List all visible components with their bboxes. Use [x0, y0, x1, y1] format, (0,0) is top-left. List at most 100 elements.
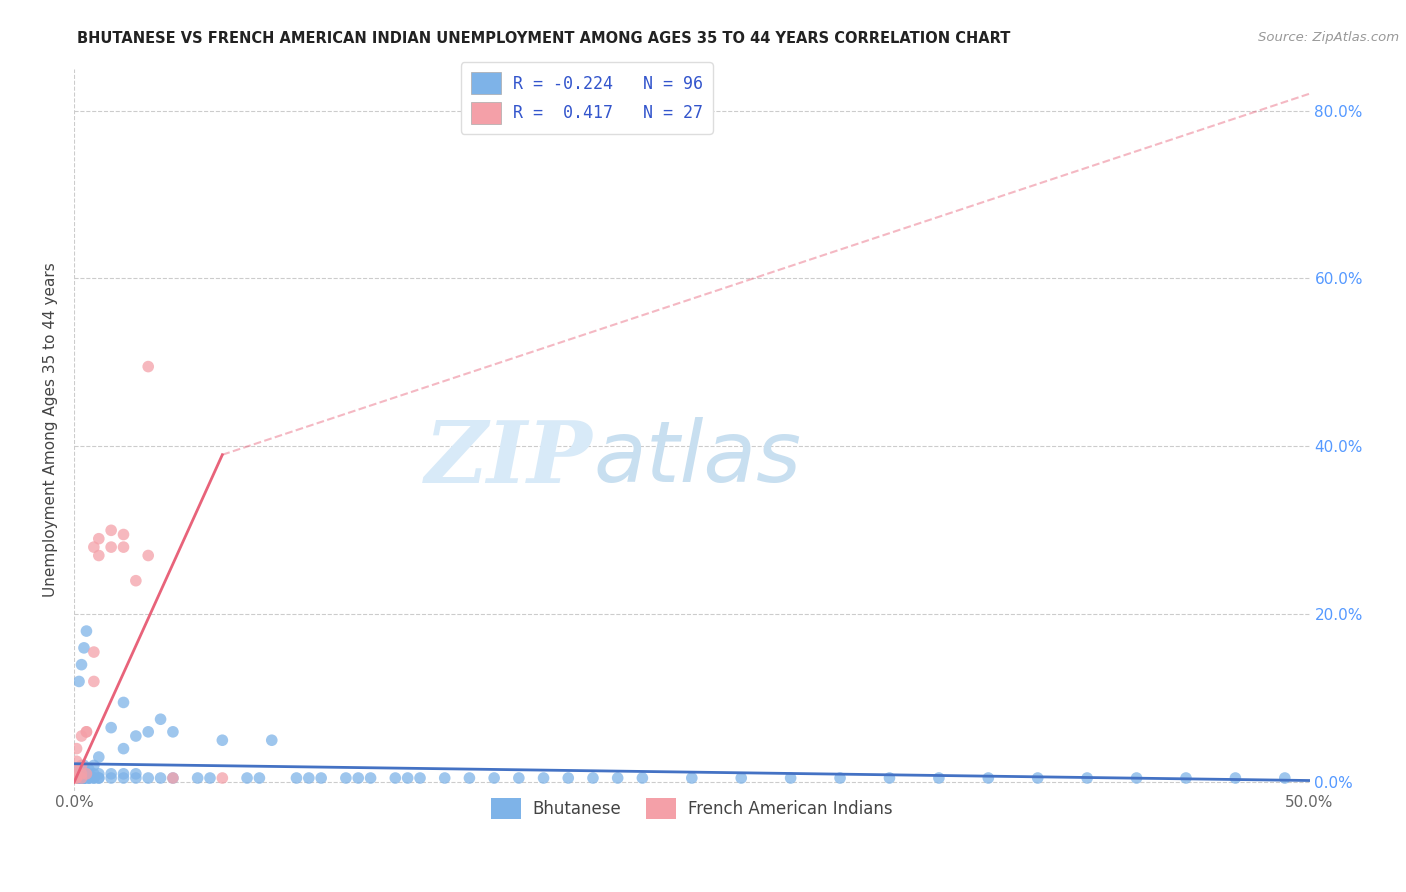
Point: [73, 763, 96, 777]
Point: [73, 771, 96, 785]
Point: [298, 771, 321, 785]
Point: [1076, 771, 1098, 785]
Point: [162, 724, 184, 739]
Point: [112, 771, 135, 785]
Point: [136, 724, 159, 739]
Point: [125, 729, 148, 743]
Point: [187, 771, 209, 785]
Point: [87, 767, 110, 781]
Point: [87, 750, 110, 764]
Point: [730, 771, 752, 785]
Point: [73, 640, 96, 655]
Point: [77, 763, 100, 777]
Point: [70, 758, 93, 772]
Point: [112, 540, 135, 554]
Point: [70, 771, 93, 785]
Point: [681, 771, 703, 785]
Point: [73, 771, 96, 785]
Point: [112, 741, 135, 756]
Point: [779, 771, 801, 785]
Point: [87, 771, 110, 785]
Point: [73, 771, 96, 785]
Point: [533, 771, 555, 785]
Point: [1274, 771, 1296, 785]
Point: [100, 771, 122, 785]
Point: [67, 771, 90, 785]
Point: [73, 767, 96, 781]
Point: [112, 527, 135, 541]
Point: [309, 771, 332, 785]
Point: [87, 532, 110, 546]
Point: [582, 771, 605, 785]
Text: ZIP: ZIP: [425, 417, 593, 500]
Point: [75, 767, 97, 781]
Point: [1125, 771, 1147, 785]
Text: Source: ZipAtlas.com: Source: ZipAtlas.com: [1258, 31, 1399, 45]
Point: [67, 674, 90, 689]
Point: [73, 771, 96, 785]
Text: atlas: atlas: [593, 417, 801, 500]
Point: [198, 771, 221, 785]
Point: [73, 771, 96, 785]
Point: [409, 771, 432, 785]
Point: [100, 767, 122, 781]
Point: [149, 712, 172, 726]
Point: [83, 767, 105, 781]
Point: [77, 771, 100, 785]
Point: [100, 524, 122, 538]
Point: [162, 771, 184, 785]
Point: [482, 771, 505, 785]
Text: BHUTANESE VS FRENCH AMERICAN INDIAN UNEMPLOYMENT AMONG AGES 35 TO 44 YEARS CORRE: BHUTANESE VS FRENCH AMERICAN INDIAN UNEM…: [77, 31, 1011, 46]
Point: [100, 721, 122, 735]
Point: [433, 771, 456, 785]
Point: [65, 771, 87, 785]
Point: [100, 540, 122, 554]
Point: [360, 771, 382, 785]
Point: [87, 771, 110, 785]
Point: [67, 771, 90, 785]
Point: [347, 771, 370, 785]
Point: [211, 771, 233, 785]
Point: [125, 574, 148, 588]
Point: [335, 771, 357, 785]
Point: [70, 657, 93, 672]
Point: [247, 771, 270, 785]
Point: [83, 645, 105, 659]
Point: [977, 771, 1000, 785]
Point: [73, 758, 96, 772]
Point: [211, 733, 233, 747]
Point: [83, 758, 105, 772]
Point: [67, 771, 90, 785]
Point: [67, 771, 90, 785]
Point: [928, 771, 950, 785]
Point: [125, 771, 148, 785]
Point: [65, 763, 87, 777]
Point: [384, 771, 406, 785]
Point: [879, 771, 901, 785]
Point: [1225, 771, 1247, 785]
Point: [125, 767, 148, 781]
Point: [260, 733, 283, 747]
Point: [77, 771, 100, 785]
Point: [65, 771, 87, 785]
Point: [75, 624, 97, 638]
Point: [136, 549, 159, 563]
Y-axis label: Unemployment Among Ages 35 to 44 years: Unemployment Among Ages 35 to 44 years: [44, 262, 58, 597]
Point: [112, 767, 135, 781]
Point: [70, 771, 93, 785]
Point: [73, 771, 96, 785]
Point: [508, 771, 530, 785]
Point: [557, 771, 579, 785]
Point: [67, 771, 90, 785]
Point: [458, 771, 481, 785]
Point: [70, 771, 93, 785]
Point: [67, 771, 90, 785]
Point: [77, 771, 100, 785]
Point: [149, 771, 172, 785]
Point: [136, 771, 159, 785]
Point: [236, 771, 259, 785]
Point: [67, 771, 90, 785]
Point: [70, 729, 93, 743]
Point: [87, 549, 110, 563]
Point: [75, 724, 97, 739]
